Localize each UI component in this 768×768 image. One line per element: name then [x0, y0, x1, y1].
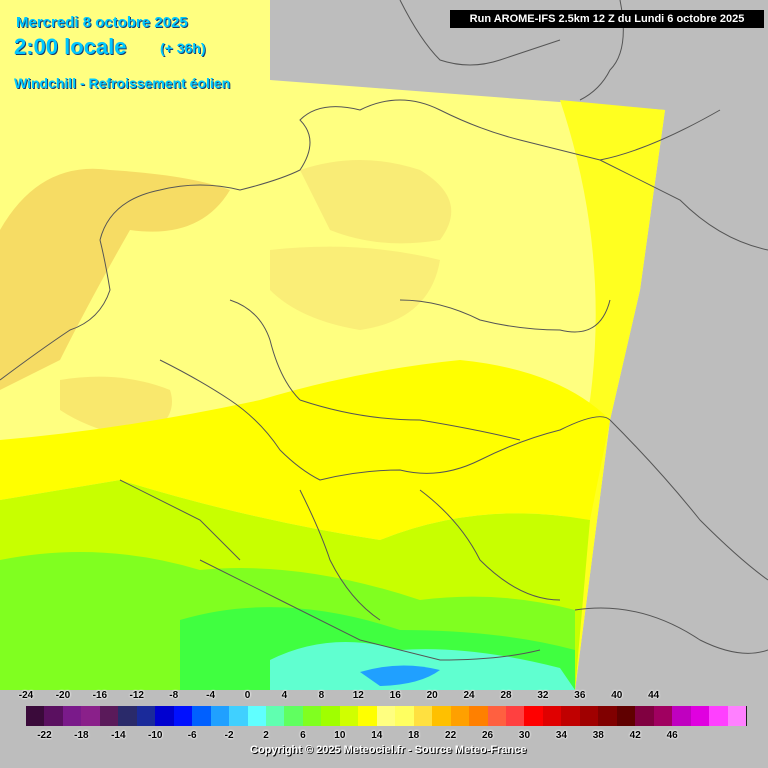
scale-tick-top: -20 — [55, 690, 71, 701]
scale-swatch — [284, 706, 304, 726]
central-warm-field — [270, 246, 440, 330]
scale-swatch — [469, 706, 489, 726]
scale-swatch — [229, 706, 249, 726]
scale-swatch — [635, 706, 655, 726]
run-info: Run AROME-IFS 2.5km 12 Z du Lundi 6 octo… — [450, 10, 764, 28]
mid-yellow-band — [0, 360, 610, 540]
scale-tick-bottom: 2 — [263, 730, 269, 741]
scale-swatch — [376, 706, 397, 726]
scale-swatch — [136, 706, 157, 726]
alps-coldest-spots — [360, 665, 440, 686]
scale-tick-bottom: 26 — [481, 730, 494, 741]
alps-cold-zone — [270, 642, 575, 690]
scale-tick-top: 40 — [611, 690, 623, 701]
scale-tick-bottom: 46 — [666, 730, 678, 741]
scale-swatch — [192, 706, 212, 726]
scale-swatch — [506, 706, 526, 726]
scale-swatch — [542, 706, 563, 726]
north-sea-field — [0, 168, 230, 390]
scale-swatch — [598, 706, 618, 726]
scale-swatch — [247, 706, 267, 726]
scale-tick-top: -12 — [129, 690, 144, 701]
scale-tick-bottom: 34 — [555, 730, 567, 741]
scale-tick-bottom: -6 — [187, 730, 197, 741]
scale-swatch — [358, 706, 378, 726]
scale-tick-bottom: 10 — [334, 730, 346, 741]
scale-tick-top: 28 — [500, 690, 512, 701]
scale-tick-bottom: 30 — [518, 730, 531, 741]
scale-swatch — [26, 706, 46, 726]
scale-tick-top: 8 — [318, 690, 325, 701]
scale-swatch — [653, 706, 674, 726]
scale-tick-bottom: 22 — [445, 730, 457, 741]
scale-swatch — [413, 706, 434, 726]
scale-tick-bottom: -18 — [74, 730, 89, 741]
scale-swatch — [709, 706, 729, 726]
scale-tick-bottom: -22 — [37, 730, 52, 741]
copyright-notice: Copyright © 2025 Meteociel.fr - Source M… — [250, 744, 527, 756]
scale-tick-top: 20 — [426, 690, 438, 701]
scale-swatch — [579, 706, 600, 726]
scale-tick-bottom: -10 — [147, 730, 163, 741]
scale-tick-bottom: 38 — [592, 730, 604, 741]
scale-swatch — [487, 706, 507, 726]
scale-swatch — [432, 706, 452, 726]
scale-tick-top: 16 — [389, 690, 401, 701]
scale-swatch — [81, 706, 101, 726]
scale-tick-bottom: 18 — [408, 730, 420, 741]
scale-swatch — [690, 706, 711, 726]
scale-tick-top: -4 — [206, 690, 216, 701]
scale-swatch — [524, 706, 544, 726]
baltic-field — [300, 160, 452, 244]
color-scale: -24 -20 -16 -12 -8 -4 0 4 8 12 16 20 24 28 32 36 40 44 -22… — [0, 688, 768, 768]
forecast-offset: (+ 36h) — [160, 40, 206, 56]
scale-tick-bottom: -2 — [224, 730, 234, 741]
scale-tick-top: 32 — [537, 690, 549, 701]
scale-tick-bottom: 14 — [371, 730, 383, 741]
borders — [0, 0, 768, 661]
scale-swatch — [672, 706, 692, 726]
scale-swatch — [62, 706, 83, 726]
scale-swatch — [173, 706, 194, 726]
scale-tick-top: 44 — [648, 690, 660, 701]
scale-tick-top: 36 — [574, 690, 586, 701]
scale-swatch — [321, 706, 341, 726]
forecast-time: 2:00 locale — [14, 34, 127, 59]
scale-swatch — [339, 706, 360, 726]
scale-tick-bottom: 6 — [300, 730, 306, 741]
scale-swatch — [266, 706, 286, 726]
scale-tick-top: -16 — [92, 690, 108, 701]
scale-swatch — [727, 706, 747, 726]
forecast-date: Mercredi 8 octobre 2025 — [16, 14, 188, 31]
scale-swatch — [302, 706, 323, 726]
scale-swatch — [450, 706, 471, 726]
scale-swatch — [155, 706, 175, 726]
scale-swatch — [99, 706, 120, 726]
scale-swatch — [561, 706, 581, 726]
scale-tick-bottom: -14 — [111, 730, 126, 741]
scale-tick-bottom: 42 — [629, 730, 641, 741]
scale-swatch — [118, 706, 138, 726]
scale-swatch — [616, 706, 637, 726]
parameter-title: Windchill - Refroissement éolien — [14, 75, 231, 91]
scale-tick-top: 4 — [281, 690, 288, 701]
scale-swatch — [210, 706, 231, 726]
scale-tick-top: 0 — [244, 690, 251, 701]
scale-swatch — [395, 706, 415, 726]
scale-tick-top: 24 — [463, 690, 475, 701]
scale-tick-top: -8 — [169, 690, 179, 701]
scale-tick-top: 12 — [352, 690, 364, 701]
scale-tick-top: -24 — [18, 690, 34, 701]
scale-swatch — [44, 706, 64, 726]
